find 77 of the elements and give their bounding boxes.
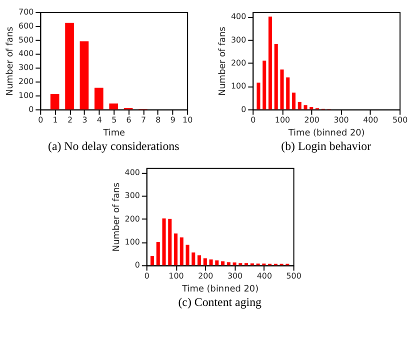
text: (b) Login behavior (281, 139, 372, 154)
bar (268, 16, 272, 110)
bar (109, 104, 118, 110)
x-tick-label: 9 (170, 116, 176, 125)
bar (162, 218, 166, 266)
bar (80, 41, 89, 110)
x-tick-label: 4 (96, 116, 102, 125)
y-tick-label: 0 (28, 104, 34, 114)
y-tick-label: 300 (231, 35, 246, 44)
x-tick-label: 400 (256, 272, 272, 281)
x-tick-label: 8 (156, 116, 161, 125)
bar (286, 77, 290, 110)
y-tick-label: 100 (18, 90, 34, 100)
y-axis-title: Number of fans (218, 26, 228, 96)
x-tick-label: 2 (67, 116, 73, 125)
x-tick-label: 1 (52, 116, 58, 125)
bar (304, 105, 308, 110)
x-tick-label: 5 (112, 116, 117, 125)
y-tick-label: 600 (18, 21, 34, 30)
y-tick-label: 100 (124, 238, 140, 247)
x-tick-label: 200 (304, 116, 320, 125)
bar (198, 255, 202, 266)
x-tick-label: 100 (168, 272, 184, 281)
bar (150, 256, 154, 266)
x-tick-label: 200 (198, 272, 214, 281)
bar (192, 252, 196, 266)
bar (94, 88, 104, 110)
x-tick-label: 10 (182, 116, 193, 125)
x-tick-label: 0 (38, 116, 44, 125)
bar (280, 69, 284, 110)
bar (203, 258, 207, 266)
x-tick-label: 500 (286, 272, 302, 281)
bar (186, 244, 190, 266)
bar (50, 94, 60, 110)
y-tick-label: 0 (134, 260, 140, 270)
x-axis-title: Time (102, 128, 126, 139)
bar (209, 259, 213, 266)
bar (215, 260, 219, 266)
bar (174, 233, 178, 266)
y-tick-label: 200 (124, 214, 140, 224)
x-tick-label: 100 (274, 116, 290, 125)
y-tick-label: 100 (231, 82, 246, 91)
y-tick-label: 200 (18, 77, 34, 86)
x-axis-title: Time (binned 20) (287, 128, 365, 139)
y-tick-label: 500 (18, 35, 34, 44)
x-tick-label: 0 (144, 272, 150, 281)
y-tick-label: 400 (124, 168, 140, 178)
y-axis-title: Number of fans (112, 182, 122, 252)
x-tick-label: 7 (140, 116, 146, 125)
y-tick-label: 400 (18, 49, 34, 58)
y-axis-title: Number of fans (6, 26, 16, 96)
x-tick-label: 0 (250, 116, 256, 125)
bar (65, 22, 74, 110)
bar (156, 242, 160, 266)
y-tick-label: 200 (231, 58, 246, 68)
y-tick-label: 700 (18, 8, 34, 17)
bar (256, 82, 260, 110)
text: (c) Content aging (178, 294, 262, 309)
bar (292, 92, 296, 110)
x-tick-label: 3 (82, 116, 88, 125)
bar (226, 262, 230, 266)
x-tick-label: 6 (126, 116, 132, 125)
y-tick-label: 400 (231, 12, 246, 22)
x-tick-label: 400 (363, 116, 378, 125)
x-tick-label: 300 (334, 116, 349, 125)
x-axis-title: Time (binned 20) (181, 284, 259, 295)
text: (a) No delay considerations (48, 139, 180, 154)
bar (262, 60, 266, 110)
y-tick-label: 300 (124, 191, 140, 200)
x-tick-label: 500 (392, 116, 408, 125)
bar (274, 44, 278, 110)
bar (168, 218, 172, 266)
bar (298, 102, 302, 110)
bar (232, 262, 236, 266)
bar (180, 237, 184, 266)
y-tick-label: 300 (18, 63, 34, 72)
y-tick-label: 0 (241, 104, 246, 114)
